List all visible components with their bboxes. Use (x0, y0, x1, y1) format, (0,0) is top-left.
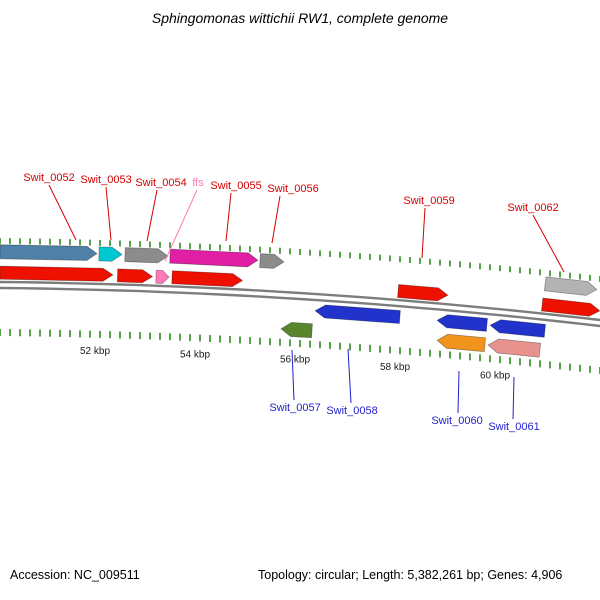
gene-label-Swit_0052[interactable]: Swit_0052 (23, 172, 74, 184)
gene-label-Swit_0057[interactable]: Swit_0057 (269, 402, 320, 414)
gene-arrow-Swit_0052[interactable] (0, 244, 98, 261)
gene-arrow-Swit_0059[interactable] (397, 284, 449, 302)
gene-arrow-Swit_0062[interactable] (543, 276, 598, 297)
leader-line-Swit_0053 (105, 186, 112, 241)
gene-arrow-Swit_0054[interactable] (124, 247, 169, 264)
gene-arrow-cds-6[interactable] (436, 314, 488, 332)
footer-accession: Accession: NC_009511 (10, 568, 140, 582)
page-title: Sphingomonas wittichii RW1, complete gen… (151, 10, 449, 26)
gene-label-Swit_0056[interactable]: Swit_0056 (267, 183, 318, 195)
gene-label-Swit_0054[interactable]: Swit_0054 (135, 177, 186, 189)
gene-arrow-cds-4[interactable] (541, 297, 600, 317)
scale-label-54kbp: 54 kbp (180, 349, 210, 360)
gene-label-ffs[interactable]: ffs (192, 177, 204, 189)
gene-arrow-Swit_0055[interactable] (169, 248, 259, 268)
gene-label-Swit_0055[interactable]: Swit_0055 (210, 180, 261, 192)
scale-label-60kbp: 60 kbp (480, 371, 510, 382)
gene-arrow-Swit_0060[interactable] (436, 333, 486, 353)
scale-label-56kbp: 56 kbp (280, 355, 310, 366)
gene-arrow-cds-3[interactable] (171, 270, 244, 287)
gene-label-Swit_0059[interactable]: Swit_0059 (403, 195, 454, 207)
gene-arrow-Swit_0056[interactable] (259, 253, 285, 269)
leader-line-Swit_0059 (421, 207, 426, 259)
leader-line-Swit_0055 (225, 192, 232, 242)
leader-line-Swit_0054 (146, 189, 158, 242)
scale-label-52kbp: 52 kbp (80, 346, 110, 357)
gene-label-Swit_0062[interactable]: Swit_0062 (507, 202, 558, 214)
gene-label-Swit_0060[interactable]: Swit_0060 (431, 415, 482, 427)
gene-arrow-cds-7[interactable] (489, 319, 546, 338)
genome-track-bottom-line (0, 286, 600, 328)
gene-arrow-Swit_0053[interactable] (98, 246, 123, 262)
leader-line-Swit_0062 (532, 214, 565, 273)
leader-line-Swit_0061 (512, 376, 515, 420)
gene-label-Swit_0053[interactable]: Swit_0053 (80, 174, 131, 186)
gene-arrow-cds-2[interactable] (116, 268, 154, 284)
gene-arrow-cds-1[interactable] (0, 265, 114, 282)
gene-label-Swit_0061[interactable]: Swit_0061 (488, 421, 539, 433)
leader-line-Swit_0057 (291, 349, 295, 401)
footer-summary: Topology: circular; Length: 5,382,261 bp… (258, 568, 563, 582)
gene-arrow-cds-5[interactable] (314, 304, 401, 324)
leader-line-Swit_0056 (271, 195, 281, 244)
leader-line-ffs (164, 189, 198, 262)
gene-arrow-Swit_0057[interactable] (280, 322, 313, 339)
gene-arrow-Swit_0061[interactable] (487, 338, 542, 358)
genome-track-top-line (0, 280, 600, 322)
gene-label-Swit_0058[interactable]: Swit_0058 (326, 405, 377, 417)
leader-line-Swit_0060 (457, 370, 460, 414)
leader-line-Swit_0058 (347, 348, 352, 404)
leader-line-Swit_0052 (48, 184, 77, 241)
gene-arrow-ffs[interactable] (155, 269, 170, 284)
scale-label-58kbp: 58 kbp (380, 362, 410, 373)
